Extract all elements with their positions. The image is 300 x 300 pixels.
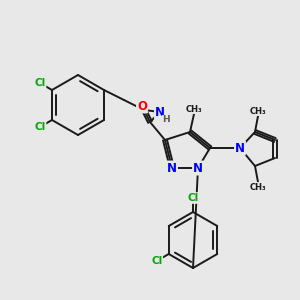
Text: N: N [235,142,245,154]
Text: Cl: Cl [188,193,199,203]
Text: CH₃: CH₃ [250,106,266,116]
Text: Cl: Cl [151,256,162,266]
Text: N: N [193,161,203,175]
Text: N: N [155,106,165,118]
Text: CH₃: CH₃ [250,182,266,191]
Text: O: O [137,100,147,112]
Text: Cl: Cl [34,122,46,132]
Text: Cl: Cl [34,78,46,88]
Text: H: H [162,116,170,124]
Text: N: N [167,161,177,175]
Text: CH₃: CH₃ [186,104,202,113]
